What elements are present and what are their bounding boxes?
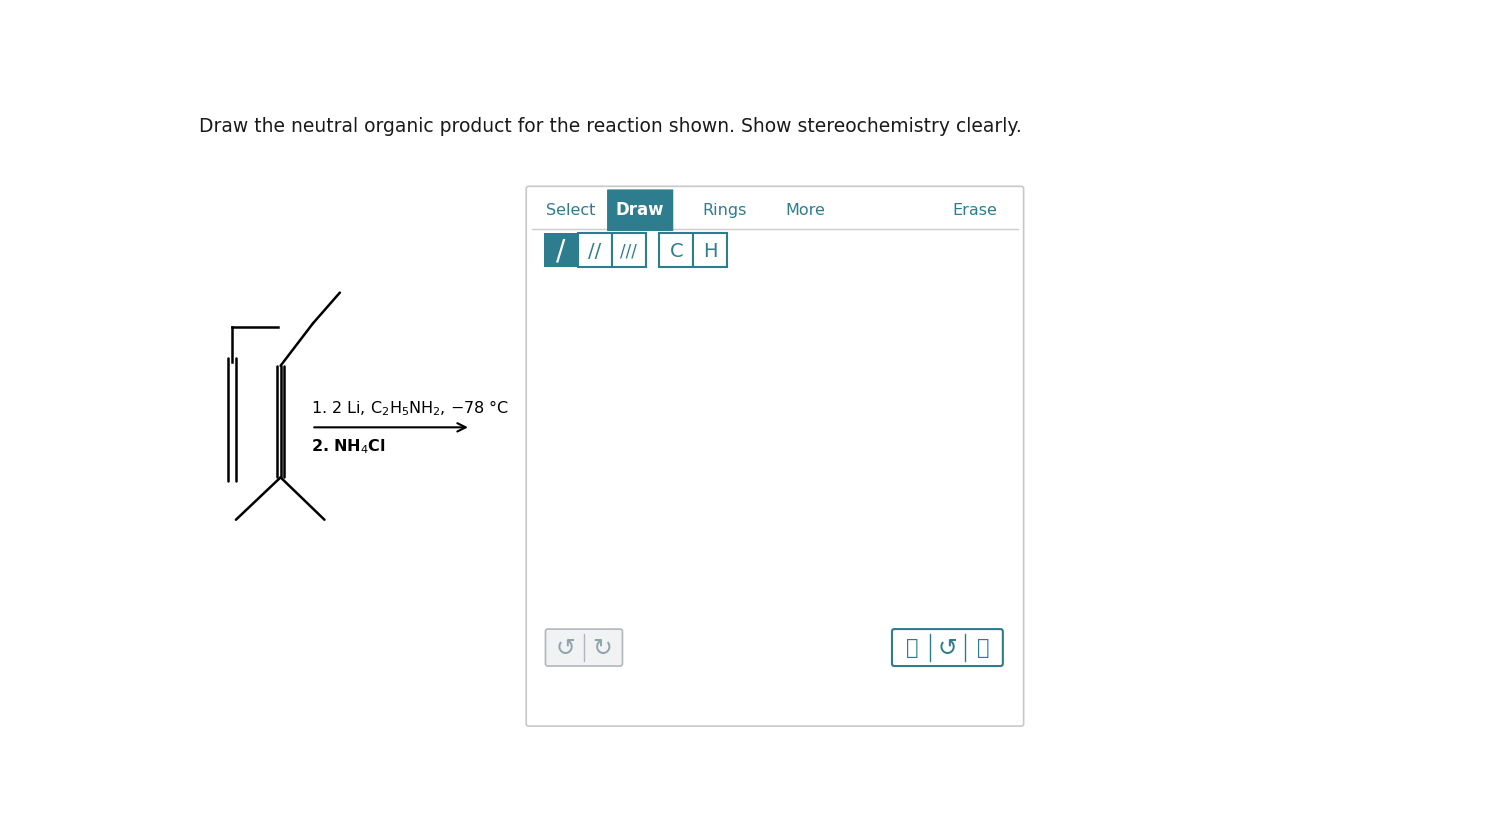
FancyBboxPatch shape (546, 629, 622, 666)
Text: ///: /// (620, 243, 637, 261)
Text: 🔍: 🔍 (906, 637, 918, 657)
FancyBboxPatch shape (612, 234, 646, 267)
Text: ↺: ↺ (555, 636, 576, 660)
FancyBboxPatch shape (577, 234, 612, 267)
Text: Rings: Rings (702, 203, 747, 218)
Text: C: C (670, 242, 683, 261)
FancyBboxPatch shape (659, 234, 693, 267)
Text: 2. NH$_4$Cl: 2. NH$_4$Cl (311, 437, 387, 456)
Text: Draw the neutral organic product for the reaction shown. Show stereochemistry cl: Draw the neutral organic product for the… (199, 117, 1022, 136)
FancyBboxPatch shape (607, 189, 673, 231)
FancyBboxPatch shape (891, 629, 1003, 666)
Text: Erase: Erase (952, 203, 997, 218)
Text: ↺: ↺ (937, 636, 957, 660)
Text: 1. 2 Li, C$_2$H$_5$NH$_2$, −78 °C: 1. 2 Li, C$_2$H$_5$NH$_2$, −78 °C (311, 398, 510, 418)
FancyBboxPatch shape (527, 186, 1024, 726)
Text: H: H (702, 242, 717, 261)
Text: //: // (588, 242, 601, 261)
Text: /: / (557, 238, 565, 266)
Text: ↻: ↻ (592, 636, 613, 660)
Text: Draw: Draw (616, 201, 665, 219)
Text: More: More (786, 203, 826, 218)
Text: 🔍: 🔍 (976, 637, 990, 657)
Text: Select: Select (546, 203, 595, 218)
FancyBboxPatch shape (545, 234, 577, 267)
FancyBboxPatch shape (693, 234, 728, 267)
